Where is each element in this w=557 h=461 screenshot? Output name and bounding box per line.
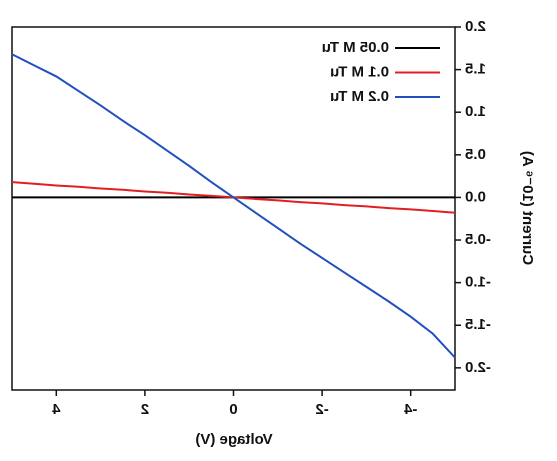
y-tick-label: 0.5 xyxy=(465,146,486,163)
y-tick-label: -1.0 xyxy=(465,274,491,291)
x-tick-label: 2 xyxy=(141,401,149,418)
legend-label: 0.2 M Tu xyxy=(330,88,389,105)
y-tick-label: -1.5 xyxy=(465,316,491,333)
y-axis-label: Current (10⁻⁶ A) xyxy=(519,151,536,265)
x-tick-label: -2 xyxy=(315,401,328,418)
y-tick-label: 2.0 xyxy=(465,18,486,35)
legend-label: 0.05 M Tu xyxy=(322,39,389,56)
y-tick-label: -2.0 xyxy=(465,359,491,376)
y-tick-label: 0.0 xyxy=(465,188,486,205)
y-tick-label: -0.5 xyxy=(465,231,491,248)
legend-label: 0.1 M Tu xyxy=(330,63,389,80)
y-tick-label: 1.5 xyxy=(465,61,486,78)
x-tick-label: 4 xyxy=(51,401,60,418)
x-axis-label: Voltage (V) xyxy=(195,431,272,448)
x-tick-label: -4 xyxy=(403,401,417,418)
y-tick-label: 1.0 xyxy=(465,103,486,120)
x-tick-label: 0 xyxy=(229,401,237,418)
series-line xyxy=(11,53,456,359)
